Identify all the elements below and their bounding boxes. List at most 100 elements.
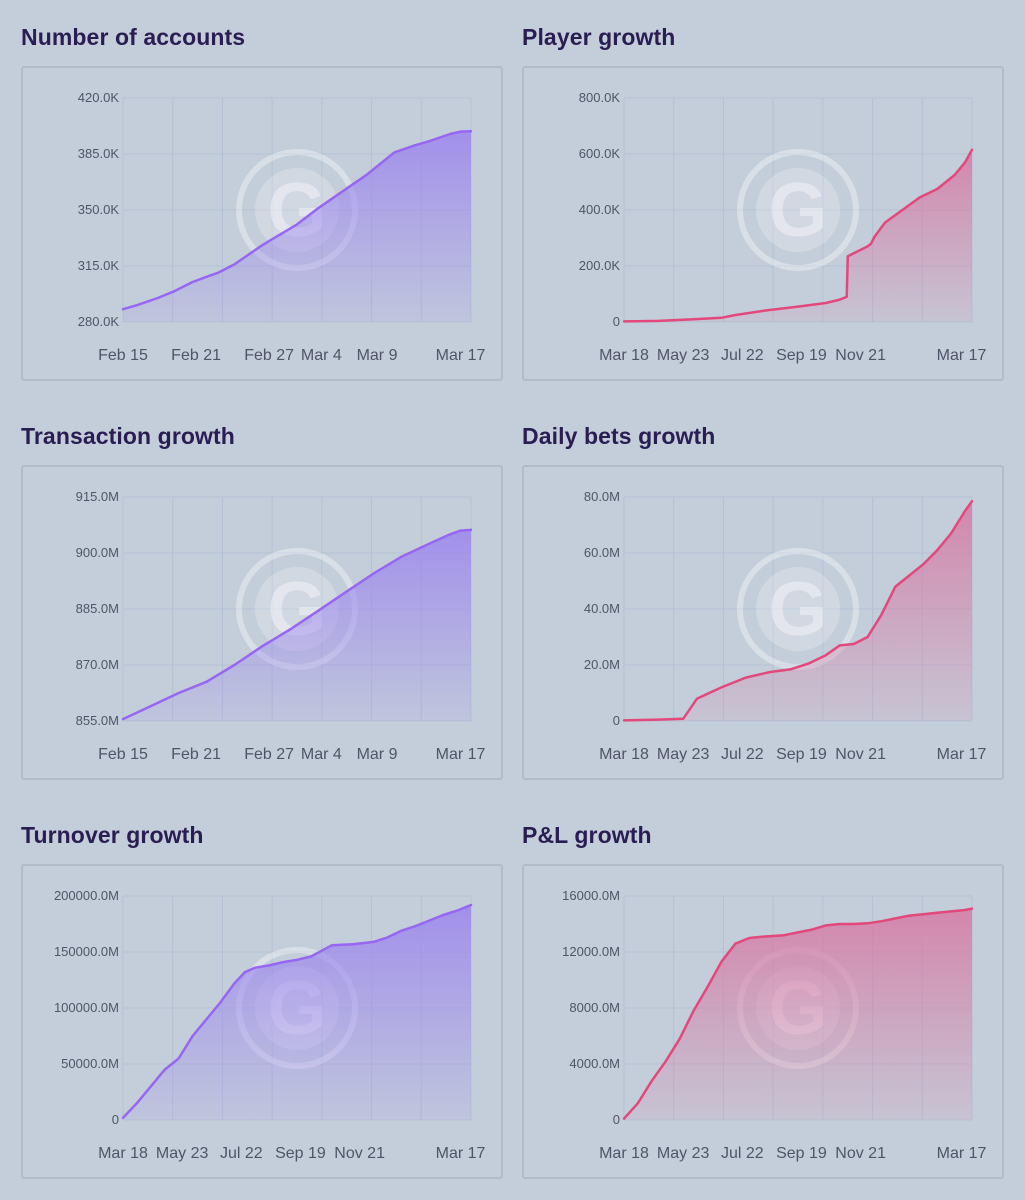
data-point <box>783 934 785 936</box>
y-tick-label: 385.0K <box>78 146 120 161</box>
data-point <box>922 563 924 565</box>
data-point <box>769 671 771 673</box>
data-point <box>811 928 813 930</box>
data-point <box>216 272 218 274</box>
chart-title: Turnover growth <box>21 822 204 848</box>
data-point <box>233 263 235 265</box>
data-point <box>852 643 854 645</box>
x-tick-label: Feb 27 <box>244 746 294 763</box>
y-tick-label: 40.0M <box>584 601 620 616</box>
data-point <box>414 925 416 927</box>
data-point <box>953 174 955 176</box>
data-point <box>174 290 176 292</box>
chart-title: Player growth <box>522 24 676 50</box>
data-point <box>908 914 910 916</box>
data-point <box>136 1102 138 1104</box>
data-point <box>449 133 451 135</box>
x-tick-label: Sep 19 <box>776 347 827 364</box>
data-point <box>745 676 747 678</box>
data-point <box>950 532 952 534</box>
x-tick-label: May 23 <box>156 1145 209 1162</box>
data-point <box>936 549 938 551</box>
data-point <box>244 971 246 973</box>
data-point <box>922 913 924 915</box>
x-tick-label: Mar 4 <box>301 746 342 763</box>
data-point <box>470 904 472 906</box>
data-point <box>365 174 367 176</box>
data-point <box>696 697 698 699</box>
x-tick-label: Nov 21 <box>835 347 886 364</box>
data-point <box>317 610 319 612</box>
turnover-growth-chart: 200000.0M150000.0M100000.0M50000.0M0GMar… <box>54 888 486 1162</box>
data-point <box>372 572 374 574</box>
x-tick-label: Mar 9 <box>357 746 398 763</box>
y-tick-label: 50000.0M <box>61 1056 119 1071</box>
x-tick-label: May 23 <box>657 347 710 364</box>
data-point <box>734 942 736 944</box>
series-line <box>121 903 473 1120</box>
x-tick-label: Jul 22 <box>721 347 764 364</box>
x-tick-label: May 23 <box>657 746 710 763</box>
y-tick-label: 350.0K <box>78 202 120 217</box>
y-tick-label: 100000.0M <box>54 1000 119 1015</box>
data-point <box>884 221 886 223</box>
data-point <box>442 914 444 916</box>
data-point <box>825 302 827 304</box>
data-point <box>191 1035 193 1037</box>
y-tick-label: 0 <box>112 1112 119 1127</box>
chart-panel-3: Transaction growth 915.0M 900.0M 885.0M 870… <box>21 399 503 780</box>
series-area <box>624 908 972 1120</box>
data-point <box>665 1060 667 1062</box>
x-tick-label: Nov 21 <box>835 746 886 763</box>
data-point <box>400 556 402 558</box>
y-tick-label: 60.0M <box>584 545 620 560</box>
x-tick-label: Sep 19 <box>776 746 827 763</box>
chart-title: P&L growth <box>522 822 652 848</box>
series-line <box>121 528 473 721</box>
data-point <box>678 1038 680 1040</box>
chart-card: 800.0K 600.0K 400.0K 200.0K 0 G Mar 18 May 23 Ju… <box>522 66 1004 381</box>
data-point <box>637 1102 639 1104</box>
x-tick-label: Jul 22 <box>220 1145 263 1162</box>
data-point <box>310 955 312 957</box>
x-tick-label: Feb 21 <box>171 347 221 364</box>
data-point <box>289 628 291 630</box>
data-point <box>682 718 684 720</box>
chart-card: 80.0M 60.0M 40.0M 20.0M 0 G Mar 18 May 23 Jul 22… <box>522 465 1004 780</box>
data-point <box>919 196 921 198</box>
x-tick-label: Feb 15 <box>98 746 148 763</box>
chart-panel-5: Turnover growth 200000.0M 150000.0M 100000… <box>21 798 503 1179</box>
series-area <box>624 149 972 322</box>
data-point <box>470 529 472 531</box>
y-tick-label: 400.0K <box>579 202 621 217</box>
y-tick-label: 420.0K <box>78 90 120 105</box>
data-point <box>164 1068 166 1070</box>
x-tick-label: Mar 17 <box>937 347 987 364</box>
data-point <box>150 1085 152 1087</box>
data-point <box>296 959 298 961</box>
data-point <box>122 718 124 720</box>
data-point <box>692 318 694 320</box>
data-point <box>762 310 764 312</box>
data-point <box>254 966 256 968</box>
x-tick-label: Mar 17 <box>436 746 486 763</box>
data-point <box>964 909 966 911</box>
x-tick-label: Sep 19 <box>776 1145 827 1162</box>
data-point <box>658 718 660 720</box>
chart-title: Number of accounts <box>21 24 246 50</box>
data-point <box>866 636 868 638</box>
x-tick-label: Mar 18 <box>98 1145 148 1162</box>
x-tick-label: Mar 18 <box>599 746 649 763</box>
data-point <box>345 591 347 593</box>
y-tick-label: 8000.0M <box>569 1000 620 1015</box>
series-line <box>622 148 974 323</box>
data-point <box>936 912 938 914</box>
data-point <box>964 161 966 163</box>
x-tick-label: Mar 18 <box>599 1145 649 1162</box>
data-point <box>748 937 750 939</box>
data-point <box>894 585 896 587</box>
data-point <box>331 944 333 946</box>
chart-card: 915.0M 900.0M 885.0M 870.0M 855.0M G Feb 15 Feb… <box>21 465 503 780</box>
y-tick-label: 150000.0M <box>54 944 119 959</box>
